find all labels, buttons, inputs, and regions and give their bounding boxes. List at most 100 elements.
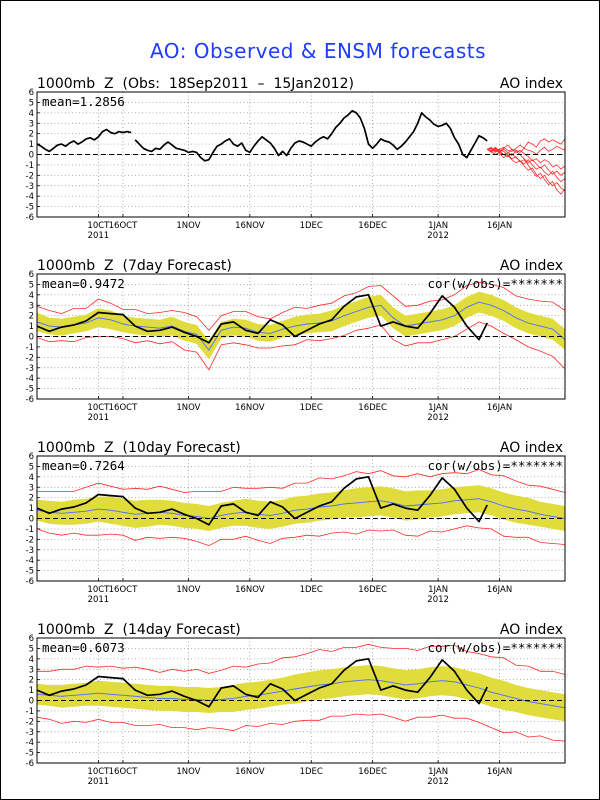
x-tick-label: 1DEC: [300, 403, 323, 413]
y-tick-label: -3: [26, 728, 34, 738]
y-tick-label: 6: [29, 452, 34, 462]
ensemble-spread-band: [37, 291, 565, 360]
mean-label: mean=0.7264: [42, 458, 125, 473]
y-tick-label: 4: [29, 655, 34, 665]
y-tick-label: -6: [26, 759, 34, 769]
y-tick-label: -6: [26, 213, 34, 223]
y-tick-label: 1: [29, 322, 34, 332]
forecast-member-line: [486, 148, 565, 192]
panel-border: [36, 455, 566, 582]
x-tick-year: 2011: [88, 595, 110, 605]
x-tick-label: 16JAN: [487, 767, 512, 777]
y-tick-label: 6: [29, 270, 34, 280]
y-tick-label: -4: [26, 192, 34, 202]
x-tick-label: 16NOV: [235, 585, 265, 595]
y-tick-label: -2: [26, 353, 34, 363]
x-tick-year: 2011: [88, 231, 110, 241]
x-tick-year: 2012: [427, 413, 449, 423]
observed-line: [37, 109, 488, 162]
main-title: AO: Observed & ENSM forecasts: [150, 39, 486, 63]
panel-4: 1000mb Z (14day Forecast) AO index6543210…: [26, 622, 566, 787]
x-tick-label: 10CT: [87, 403, 110, 413]
panel-border: [36, 91, 566, 218]
y-tick-label: 5: [29, 462, 34, 472]
panel-right-label: AO index: [500, 258, 563, 274]
correlation-label: cor(w/obs)=*******: [428, 640, 563, 655]
observed-line: [37, 657, 488, 708]
x-tick-label: 1DEC: [300, 585, 323, 595]
x-tick-label: 16DEC: [358, 403, 387, 413]
x-tick-label: 16OCT: [109, 221, 138, 231]
x-tick-label: 16DEC: [358, 767, 387, 777]
ensemble-upper-bound: [37, 469, 565, 493]
x-tick-label: 1DEC: [300, 767, 323, 777]
x-tick-label: 10CT: [87, 585, 110, 595]
ensemble-spread-band: [37, 665, 565, 722]
correlation-label: cor(w/obs)=*******: [428, 458, 563, 473]
y-tick-label: 3: [29, 483, 34, 493]
plot-area: [37, 281, 565, 371]
x-tick-label: 16OCT: [109, 403, 138, 413]
y-tick-label: -5: [26, 567, 34, 577]
panel-right-label: AO index: [500, 622, 563, 638]
plot-area: [37, 109, 565, 195]
x-tick-year: 2012: [427, 777, 449, 787]
observed-line: [37, 475, 488, 526]
y-tick-label: -2: [26, 171, 34, 181]
panel-right-label: AO index: [500, 440, 563, 456]
y-tick-label: -3: [26, 182, 34, 192]
forecast-member-line: [487, 145, 565, 156]
y-tick-label: 5: [29, 644, 34, 654]
y-tick-label: -1: [26, 161, 34, 171]
y-tick-label: 0: [29, 515, 34, 525]
y-tick-label: -1: [26, 343, 34, 353]
ensemble-mean-line: [37, 301, 565, 351]
y-tick-label: 2: [29, 312, 34, 322]
x-tick-label: 16NOV: [235, 767, 265, 777]
y-tick-label: -3: [26, 364, 34, 374]
y-tick-label: 6: [29, 634, 34, 644]
y-tick-label: 3: [29, 119, 34, 129]
x-tick-label: 1NOV: [176, 585, 200, 595]
correlation-label: cor(w/obs)=*******: [428, 276, 563, 291]
panel-border: [36, 273, 566, 400]
x-tick-label: 16OCT: [109, 585, 138, 595]
y-tick-label: 2: [29, 494, 34, 504]
x-tick-label: 1NOV: [176, 403, 200, 413]
y-tick-label: -6: [26, 395, 34, 405]
y-tick-label: -2: [26, 717, 34, 727]
y-tick-label: -1: [26, 525, 34, 535]
mean-label: mean=0.9472: [42, 276, 125, 291]
panel-border: [36, 637, 566, 764]
y-tick-label: -5: [26, 203, 34, 213]
y-tick-label: 5: [29, 280, 34, 290]
x-tick-label: 16JAN: [487, 221, 512, 231]
y-tick-label: 4: [29, 109, 34, 119]
y-tick-label: 2: [29, 130, 34, 140]
x-tick-label: 16JAN: [487, 403, 512, 413]
y-tick-label: -4: [26, 374, 34, 384]
panel-right-label: AO index: [500, 76, 563, 92]
x-tick-label: 16DEC: [358, 221, 387, 231]
y-tick-label: -1: [26, 707, 34, 717]
y-tick-label: -5: [26, 385, 34, 395]
mean-label: mean=1.2856: [42, 94, 125, 109]
plot-area: [37, 469, 565, 547]
x-tick-year: 2012: [427, 231, 449, 241]
panels: 1000mb Z (Obs: 18Sep2011 – 15Jan2012) AO …: [26, 76, 566, 787]
panel-title: 1000mb Z (7day Forecast): [37, 258, 232, 274]
y-tick-label: 0: [29, 697, 34, 707]
ensemble-upper-bound: [37, 643, 565, 675]
x-tick-label: 10CT: [87, 767, 110, 777]
ensemble-spread-band: [37, 485, 565, 531]
mean-label: mean=0.6073: [42, 640, 125, 655]
x-tick-label: 1NOV: [176, 221, 200, 231]
ensemble-mean-line: [37, 679, 565, 709]
ensemble-lower-bound: [37, 713, 565, 742]
y-tick-label: 0: [29, 333, 34, 343]
y-tick-label: 4: [29, 291, 34, 301]
ensemble-lower-bound: [37, 321, 565, 371]
x-tick-year: 2011: [88, 777, 110, 787]
panel-title: 1000mb Z (Obs: 18Sep2011 – 15Jan2012): [37, 76, 354, 92]
